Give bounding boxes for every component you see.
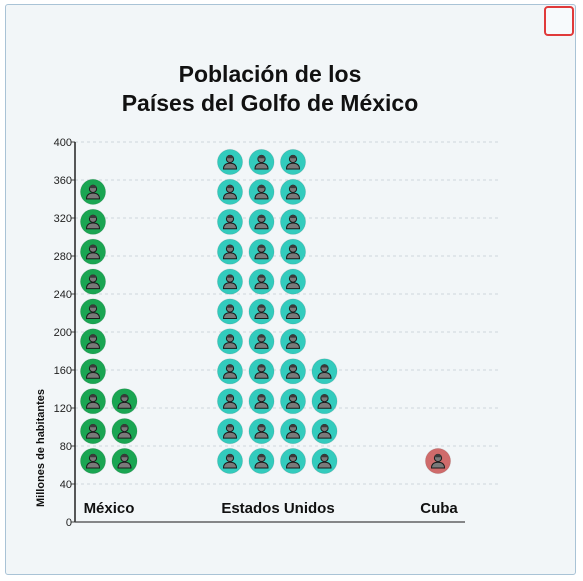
y-tick-label: 240 — [54, 289, 72, 301]
person-icon — [79, 328, 107, 355]
person-icon — [248, 447, 275, 475]
person-icon — [311, 447, 338, 475]
person-icon — [248, 298, 275, 325]
person-icon — [216, 208, 244, 235]
person-icon — [79, 178, 107, 205]
person-icon — [248, 268, 275, 295]
person-icon — [79, 447, 107, 475]
person-icon — [79, 208, 107, 235]
y-tick-label: 400 — [54, 137, 72, 149]
person-icon — [79, 358, 107, 385]
person-icon — [424, 447, 452, 475]
person-icon — [279, 328, 307, 355]
person-icon — [79, 238, 107, 265]
person-icon — [248, 178, 275, 205]
person-icon — [79, 298, 107, 325]
y-tick-label: 0 — [66, 517, 72, 529]
person-icon — [279, 238, 307, 265]
person-icon — [111, 418, 138, 445]
person-icon — [79, 268, 107, 295]
person-icon — [216, 178, 244, 205]
y-tick-label: 320 — [54, 213, 72, 225]
person-icon — [279, 298, 307, 325]
person-icon — [216, 447, 244, 475]
person-icon — [248, 358, 275, 385]
person-icon — [279, 208, 307, 235]
category-label: Estados Unidos — [221, 500, 334, 517]
y-tick-label: 200 — [54, 327, 72, 339]
person-icon — [216, 298, 244, 325]
y-tick-label: 160 — [54, 365, 72, 377]
icon-marks — [79, 148, 452, 475]
person-icon — [216, 418, 244, 445]
labels: 0 40 80 120 160 200 240 280 320 360 400 Millones de… — [35, 137, 458, 529]
person-icon — [279, 148, 307, 176]
chart-title-line-2: Países del Golfo de México — [121, 90, 419, 116]
person-icon — [248, 208, 275, 235]
y-tick-label: 360 — [54, 175, 72, 187]
person-icon — [216, 358, 244, 385]
person-icon — [279, 178, 307, 205]
person-icon — [79, 418, 107, 445]
chart-title: Población de los Países del Golfo de Méx… — [60, 60, 480, 118]
person-icon — [216, 238, 244, 265]
person-icon — [279, 418, 307, 445]
category-label: Cuba — [420, 500, 458, 517]
person-icon — [279, 268, 307, 295]
chart-title-line-1: Población de los — [178, 61, 362, 87]
category-label: México — [84, 500, 135, 517]
y-tick-label: 80 — [60, 441, 72, 453]
y-tick-label: 280 — [54, 251, 72, 263]
person-icon — [111, 447, 138, 475]
person-icon — [216, 268, 244, 295]
y-tick-label: 40 — [60, 479, 72, 491]
square-outline-icon[interactable] — [544, 6, 574, 36]
person-icon — [279, 358, 307, 385]
person-icon — [248, 238, 275, 265]
person-icon — [279, 447, 307, 475]
axes — [71, 141, 465, 523]
person-icon — [311, 358, 338, 385]
person-icon — [248, 328, 275, 355]
person-icon — [111, 388, 138, 415]
person-icon — [279, 388, 307, 415]
person-icon — [79, 388, 107, 415]
person-icon — [248, 388, 275, 415]
y-tick-label: 120 — [54, 403, 72, 415]
y-axis-label: Millones de habitantes — [35, 389, 47, 507]
person-icon — [216, 328, 244, 355]
person-icon — [248, 418, 275, 445]
person-icon — [311, 388, 338, 415]
person-icon — [248, 148, 275, 176]
person-icon — [216, 388, 244, 415]
person-icon — [311, 418, 338, 445]
person-icon — [216, 148, 244, 176]
